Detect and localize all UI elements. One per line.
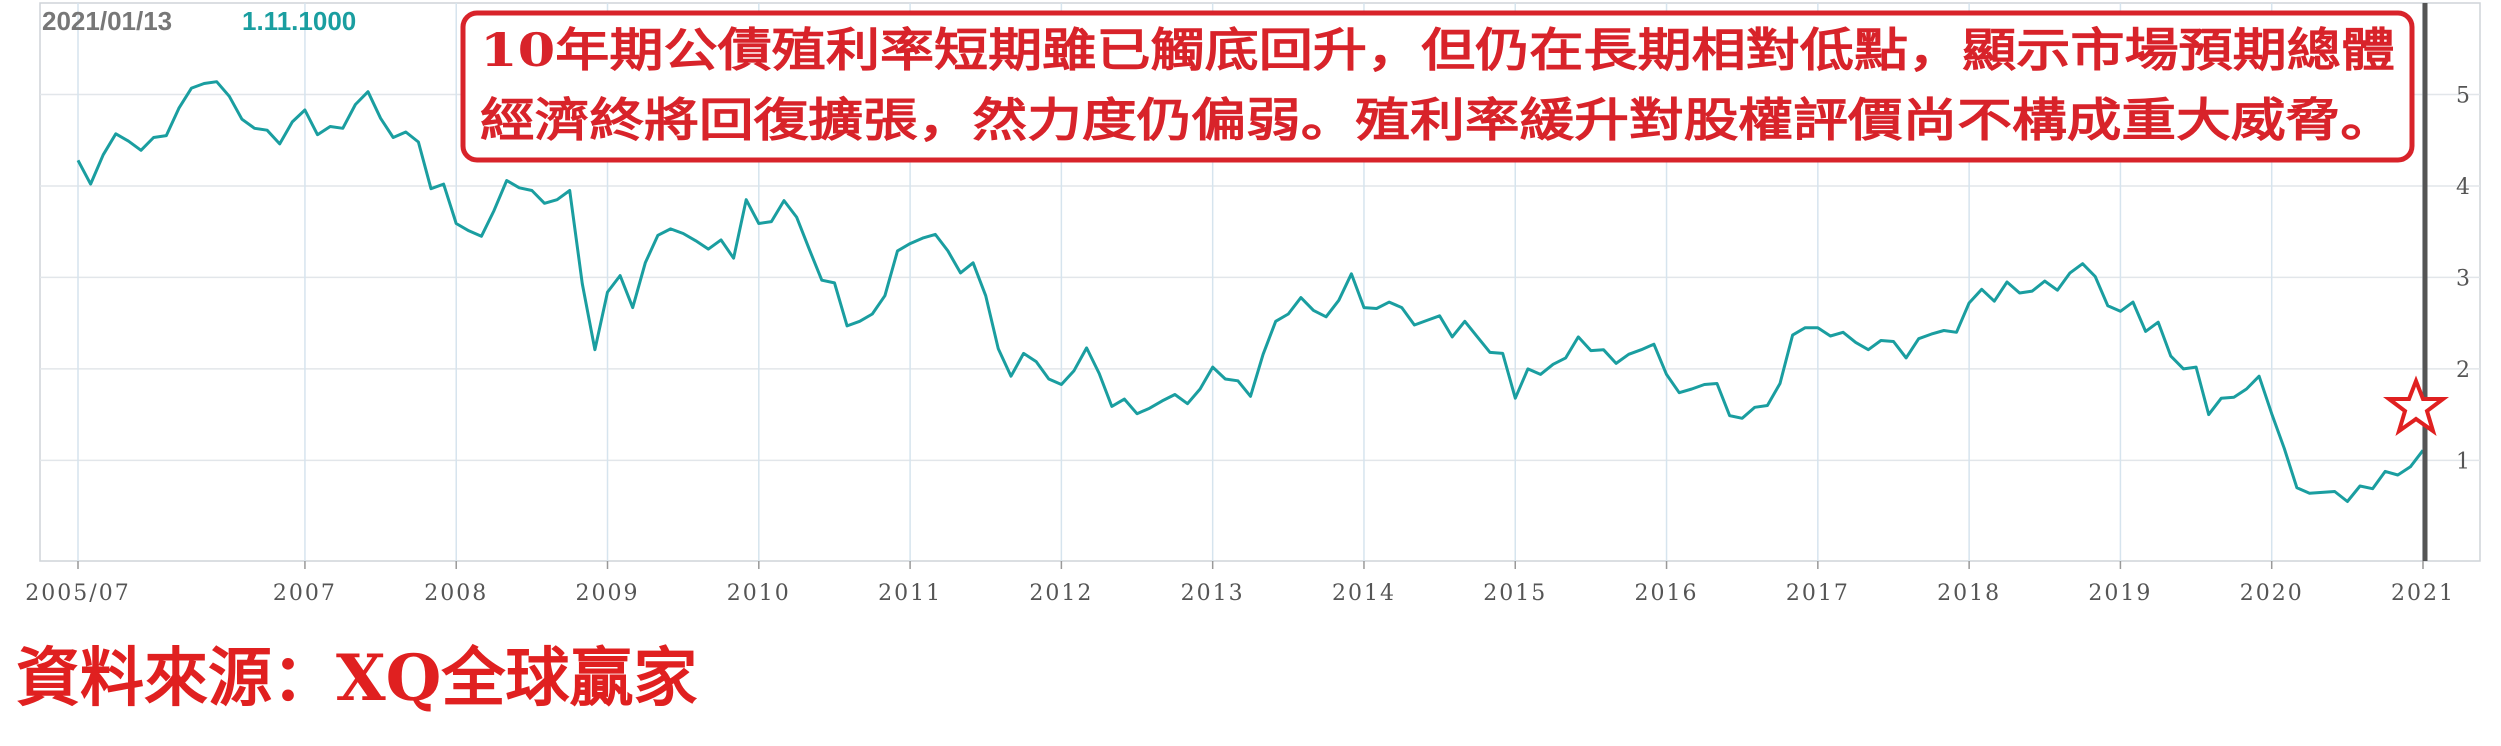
x-tick-label: 2010 [727, 581, 791, 606]
x-tick-label: 2020 [2240, 581, 2304, 606]
x-tick-label: 2019 [2088, 581, 2152, 606]
source-note: 資料來源：XQ全球贏家 [16, 641, 697, 716]
x-tick-label: 2018 [1937, 581, 2001, 606]
y-tick-label: 3 [2456, 266, 2472, 291]
x-tick-label: 2015 [1483, 581, 1547, 606]
x-tick-label: 2008 [424, 581, 488, 606]
x-tick-label: 2011 [878, 581, 942, 606]
series [76, 80, 2425, 503]
readout-date: 2021/01/13 [42, 6, 172, 36]
y-tick-label: 4 [2456, 175, 2472, 200]
y-tick-label: 2 [2456, 358, 2472, 383]
x-tick-label: 2021 [2391, 581, 2455, 606]
star-marker [2383, 375, 2449, 436]
x-tick-label: 2005/07 [25, 581, 130, 606]
line-series [76, 80, 2425, 503]
x-tick-label: 2007 [273, 581, 337, 606]
annotation-line: 10年期公債殖利率短期雖已觸底回升，但仍在長期相對低點，顯示市場預期總體 [480, 23, 2395, 77]
x-tick-label: 2017 [1786, 581, 1850, 606]
x-tick-label: 2013 [1181, 581, 1245, 606]
plot-frame [39, 2, 2481, 562]
annotation-line: 經濟終將回復擴張，然力度仍偏弱。殖利率緩升對股權評價尚不構成重大威脅。 [480, 93, 2395, 147]
y-tick-label: 5 [2456, 83, 2472, 108]
x-tick-label: 2012 [1029, 581, 1093, 606]
x-tick-label: 2009 [576, 581, 640, 606]
x-tick-label: 2014 [1332, 581, 1396, 606]
annotation-box [460, 10, 2415, 163]
y-tick-label: 1 [2456, 449, 2472, 474]
x-tick-label: 2016 [1635, 581, 1699, 606]
readout-value: 1.11.1000 [242, 6, 356, 36]
